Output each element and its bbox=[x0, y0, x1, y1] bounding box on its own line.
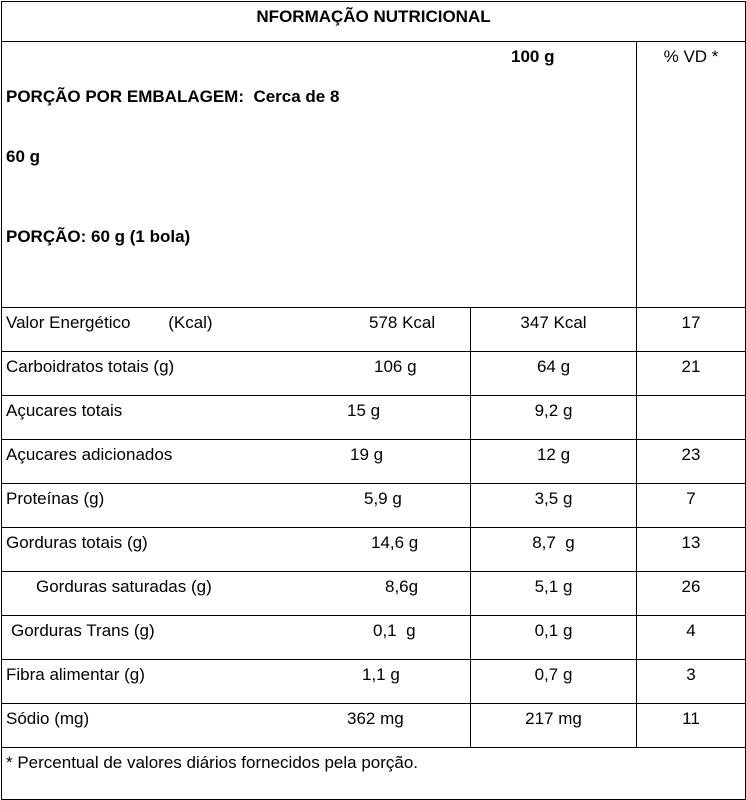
table-row: Sódio (mg) 362 mg 217 mg 11 bbox=[1, 703, 746, 748]
per-100g-value: 8,7 g bbox=[470, 527, 637, 572]
nutrient-cell: Gorduras totais (g) 14,6 g bbox=[1, 527, 471, 572]
vd-value: 4 bbox=[635, 615, 746, 660]
per-100g-value: 0,7 g bbox=[470, 659, 637, 704]
vd-value: 11 bbox=[635, 703, 746, 748]
per-100g-value: 9,2 g bbox=[470, 395, 637, 440]
table-row: Açucares adicionados 19 g 12 g 23 bbox=[1, 439, 746, 484]
vd-value: 3 bbox=[635, 659, 746, 704]
nutrient-cell: Carboidratos totais (g) 106 g bbox=[1, 351, 471, 396]
portion-value: 106 g bbox=[374, 357, 417, 376]
nutrient-cell: Proteínas (g) 5,9 g bbox=[1, 483, 471, 528]
nutrient-cell: Valor Energético (Kcal) 578 Kcal bbox=[1, 307, 471, 352]
nutrient-label: Carboidratos totais (g) bbox=[6, 357, 175, 376]
nutrient-label: Gorduras saturadas (g) bbox=[36, 577, 212, 596]
nutrient-label: Proteínas (g) bbox=[6, 489, 105, 508]
nutrient-cell: Açucares totais 15 g bbox=[1, 395, 471, 440]
portion-value: 19 g bbox=[350, 445, 384, 464]
portion-weight: 60 g bbox=[6, 147, 41, 166]
portion-value: 5,9 g bbox=[364, 489, 402, 508]
vd-value: 23 bbox=[635, 439, 746, 484]
portion: PORÇÃO: 60 g (1 bola) bbox=[6, 227, 191, 246]
table-row: Carboidratos totais (g) 106 g 64 g 21 bbox=[1, 351, 746, 396]
portion-value: 0,1 g bbox=[373, 621, 416, 640]
per-100g-value: 347 Kcal bbox=[470, 307, 637, 352]
portion-line: PORÇÃO POR EMBALAGEM: Cerca de 8 bbox=[6, 87, 340, 106]
portion-value: 578 Kcal bbox=[369, 313, 436, 332]
vd-value bbox=[635, 395, 746, 440]
nutrient-label: Gorduras Trans (g) bbox=[11, 621, 155, 640]
table-row: Gorduras saturadas (g) 8,6g 5,1 g 26 bbox=[1, 571, 746, 616]
vd-value: 21 bbox=[635, 351, 746, 396]
per-100g-value: 3,5 g bbox=[470, 483, 637, 528]
nutrient-cell: Sódio (mg) 362 mg bbox=[1, 703, 471, 748]
vd-value: 13 bbox=[635, 527, 746, 572]
vd-value: 7 bbox=[635, 483, 746, 528]
portion-value: 1,1 g bbox=[362, 665, 400, 684]
nutrient-cell: Açucares adicionados 19 g bbox=[1, 439, 471, 484]
portion-cell: PORÇÃO POR EMBALAGEM: Cerca de 8 60 g PO… bbox=[1, 41, 637, 308]
per-100g-value: 5,1 g bbox=[470, 571, 637, 616]
nutrient-cell: Gorduras Trans (g) 0,1 g bbox=[1, 615, 471, 660]
table-row: Gorduras totais (g) 14,6 g 8,7 g 13 bbox=[1, 527, 746, 572]
nutrient-label: Valor Energético (Kcal) bbox=[6, 313, 213, 332]
nutrient-cell: Fibra alimentar (g) 1,1 g bbox=[1, 659, 471, 704]
col-vd: % VD * bbox=[635, 41, 746, 308]
table-title: NFORMAÇÃO NUTRICIONAL bbox=[0, 1, 746, 42]
per-100g-value: 64 g bbox=[470, 351, 637, 396]
nutrient-label: Sódio (mg) bbox=[6, 709, 90, 728]
portion-value: 362 mg bbox=[347, 709, 404, 728]
nutrient-label: Açucares adicionados bbox=[6, 445, 173, 464]
portion-value: 8,6g bbox=[385, 577, 419, 596]
footnote: * Percentual de valores diários fornecid… bbox=[0, 747, 746, 800]
table-row: Valor Energético (Kcal) 578 Kcal 347 Kcal 1… bbox=[1, 307, 746, 352]
vd-value: 26 bbox=[635, 571, 746, 616]
nutrient-label: Gorduras totais (g) bbox=[6, 533, 148, 552]
nutrient-label: Fibra alimentar (g) bbox=[6, 665, 145, 684]
table-row: Açucares totais 15 g 9,2 g bbox=[1, 395, 746, 440]
portion-value: 15 g bbox=[347, 401, 381, 420]
per-100g-value: 217 mg bbox=[470, 703, 637, 748]
col-100g: 100 g bbox=[511, 47, 555, 66]
nutrient-cell: Gorduras saturadas (g) 8,6g bbox=[1, 571, 471, 616]
per-100g-value: 12 g bbox=[470, 439, 637, 484]
nutrient-label: Açucares totais bbox=[6, 401, 123, 420]
portion-value: 14,6 g bbox=[371, 533, 419, 552]
vd-value: 17 bbox=[635, 307, 746, 352]
per-100g-value: 0,1 g bbox=[470, 615, 637, 660]
